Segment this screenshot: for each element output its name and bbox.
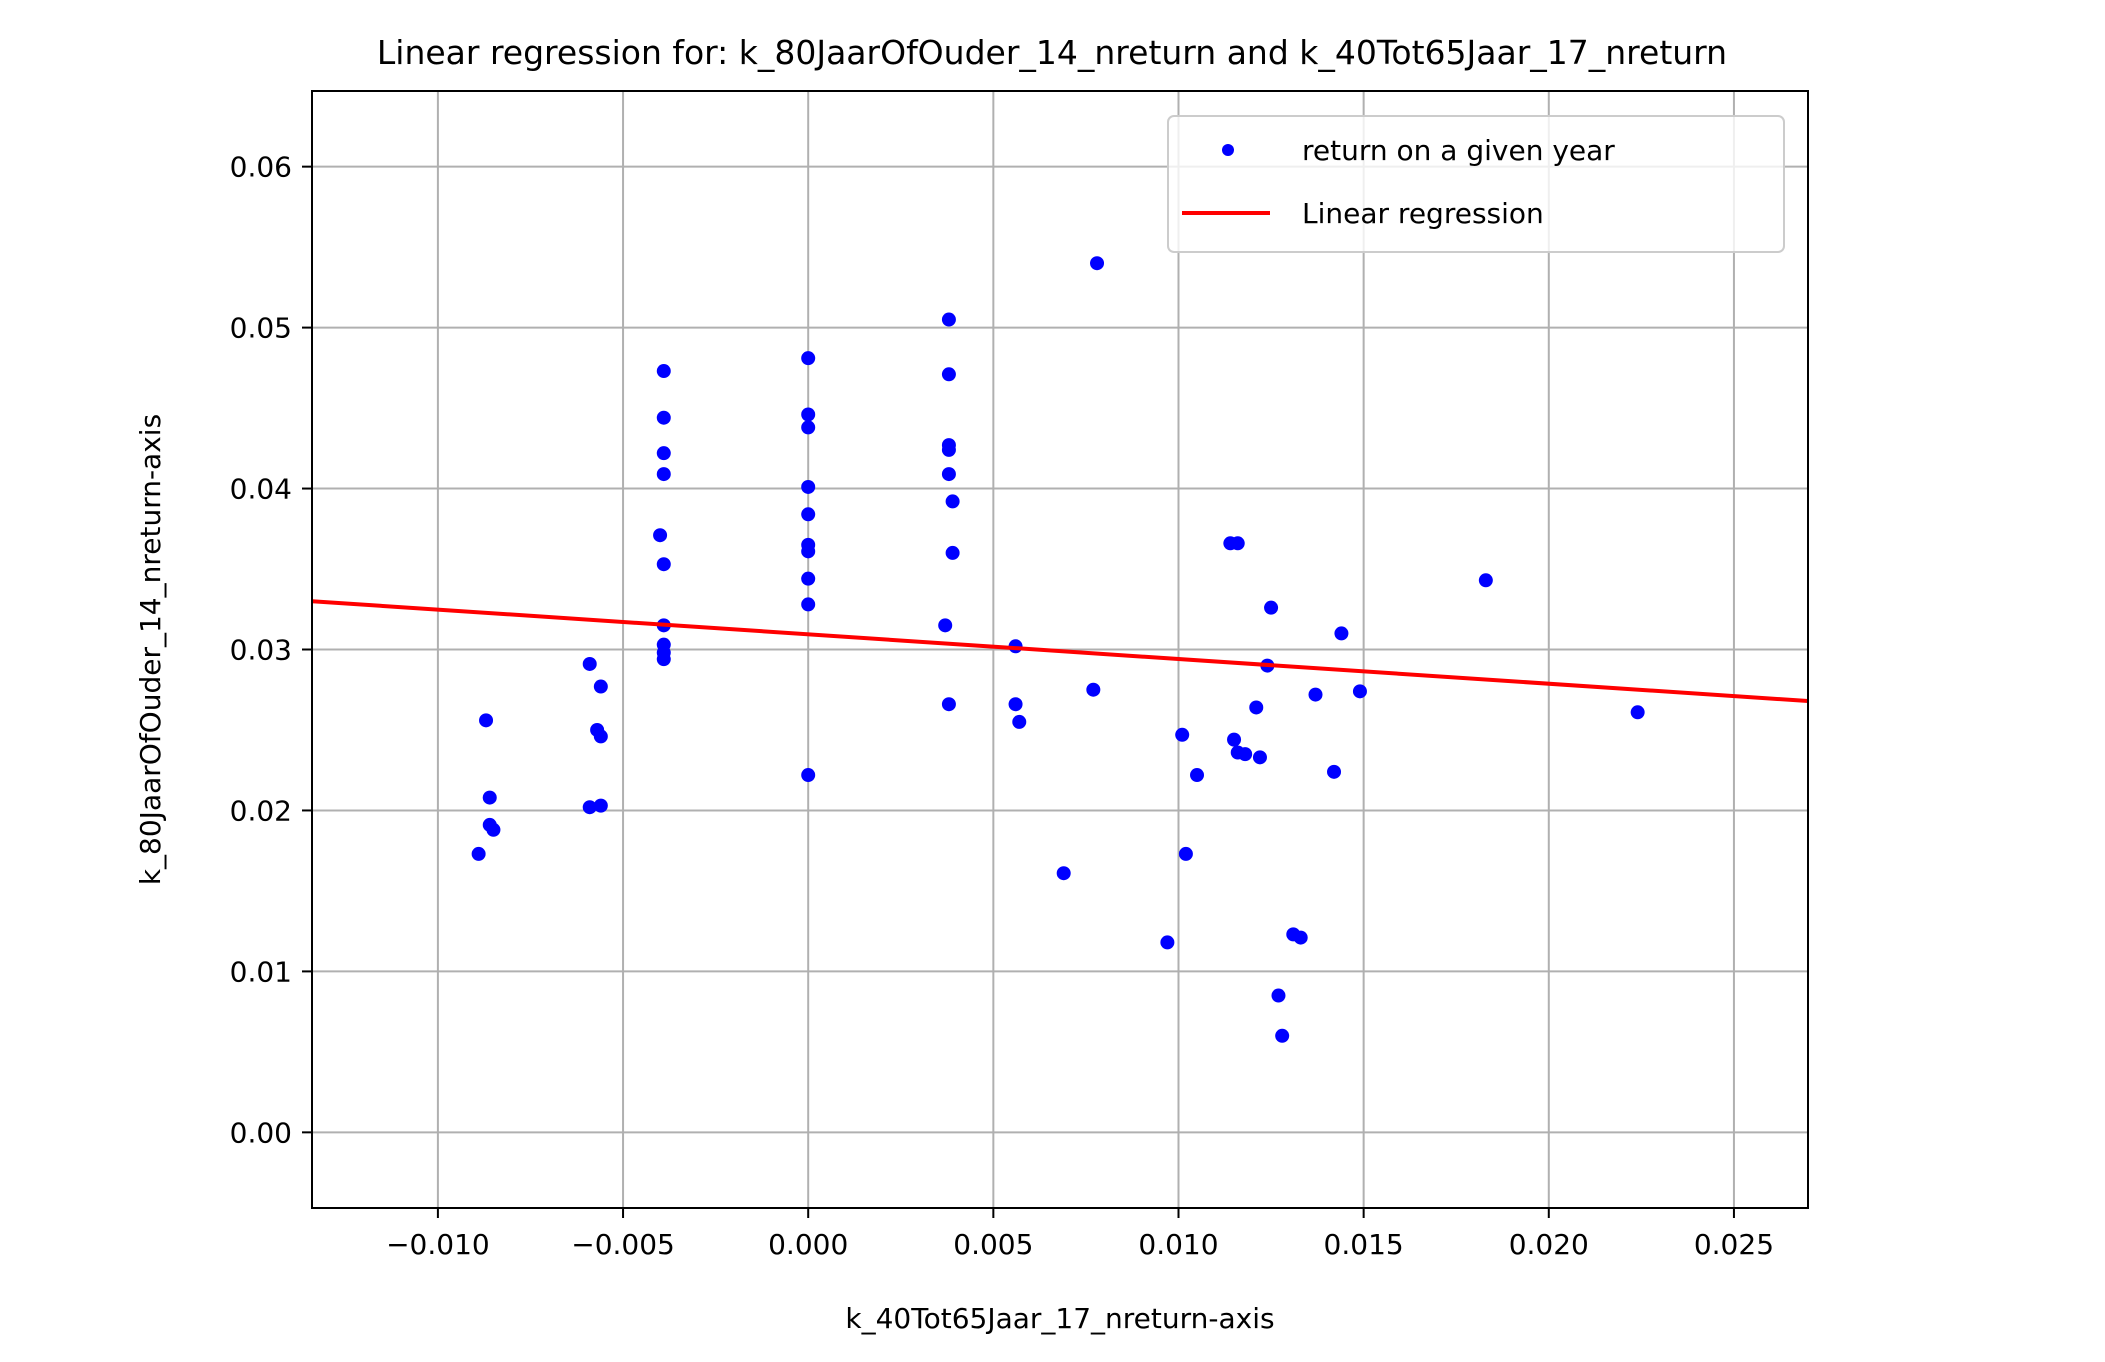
x-tick-label: −0.005 xyxy=(571,1228,675,1261)
x-axis-label: k_40Tot65Jaar_17_nreturn-axis xyxy=(845,1302,1274,1335)
data-point xyxy=(1293,930,1308,945)
data-point xyxy=(1334,626,1349,641)
y-tick-label: 0.01 xyxy=(230,955,292,988)
y-axis-label: k_80JaarOfOuder_14_nreturn-axis xyxy=(134,414,167,885)
plot-series xyxy=(312,256,1808,1043)
y-tick-label: 0.03 xyxy=(230,634,292,667)
y-tick-label: 0.02 xyxy=(230,794,292,827)
data-point xyxy=(941,312,956,327)
data-point xyxy=(938,618,953,633)
data-point xyxy=(945,494,960,509)
data-point xyxy=(479,713,494,728)
data-point xyxy=(656,652,671,667)
data-point xyxy=(1230,536,1245,551)
data-point xyxy=(941,697,956,712)
x-tick-label: 0.020 xyxy=(1509,1228,1589,1261)
data-point xyxy=(486,822,501,837)
data-point xyxy=(941,442,956,457)
data-point xyxy=(1249,700,1264,715)
data-point xyxy=(656,446,671,461)
chart-title: Linear regression for: k_80JaarOfOuder_1… xyxy=(377,33,1727,72)
data-point xyxy=(1264,600,1279,615)
legend-label-line: Linear regression xyxy=(1302,197,1544,230)
legend-box xyxy=(1167,115,1785,253)
data-point xyxy=(801,479,816,494)
data-point xyxy=(656,410,671,425)
data-point xyxy=(801,507,816,522)
x-tick-label: 0.025 xyxy=(1694,1228,1774,1261)
data-point xyxy=(656,364,671,379)
data-point xyxy=(656,467,671,482)
legend: return on a given year Linear regression xyxy=(1167,115,1785,253)
data-point xyxy=(1160,935,1175,950)
data-point xyxy=(1271,988,1286,1003)
data-point xyxy=(801,420,816,435)
x-tick-label: 0.000 xyxy=(768,1228,848,1261)
y-tick-label: 0.06 xyxy=(230,151,292,184)
y-tick-label: 0.00 xyxy=(230,1116,292,1149)
data-point xyxy=(1238,747,1253,762)
data-point xyxy=(582,656,597,671)
data-point xyxy=(801,571,816,586)
data-point xyxy=(656,557,671,572)
x-tick-label: −0.010 xyxy=(386,1228,490,1261)
data-point xyxy=(945,545,960,560)
y-tick-label: 0.05 xyxy=(230,312,292,345)
legend-label-scatter: return on a given year xyxy=(1302,134,1615,167)
regression-line xyxy=(312,599,1808,703)
data-point xyxy=(593,798,608,813)
data-point xyxy=(801,597,816,612)
data-point xyxy=(801,544,816,559)
data-point xyxy=(482,790,497,805)
data-point xyxy=(1227,732,1242,747)
legend-marker-scatter xyxy=(1222,144,1234,156)
data-point xyxy=(941,467,956,482)
data-point xyxy=(582,800,597,815)
data-point xyxy=(941,367,956,382)
data-point xyxy=(1478,573,1493,588)
data-point xyxy=(1352,684,1367,699)
data-point xyxy=(1327,764,1342,779)
data-point xyxy=(1190,768,1205,783)
axis-ticks: −0.010 −0.005 0.000 0.005 0.010 0.015 0.020 0.0… xyxy=(230,151,1774,1261)
data-point xyxy=(471,846,486,861)
data-point xyxy=(593,679,608,694)
data-point xyxy=(1008,697,1023,712)
data-point xyxy=(1252,750,1267,765)
grid xyxy=(312,91,1808,1208)
data-point xyxy=(801,768,816,783)
x-tick-label: 0.015 xyxy=(1324,1228,1404,1261)
data-point xyxy=(1175,727,1190,742)
data-point xyxy=(1056,866,1071,881)
data-point xyxy=(1630,705,1645,720)
data-point xyxy=(1090,256,1105,271)
x-tick-label: 0.005 xyxy=(953,1228,1033,1261)
data-point xyxy=(653,528,668,543)
data-point xyxy=(593,729,608,744)
data-point xyxy=(1275,1028,1290,1043)
data-point xyxy=(1178,846,1193,861)
data-point xyxy=(1308,687,1323,702)
x-tick-label: 0.010 xyxy=(1138,1228,1218,1261)
data-point xyxy=(1086,682,1101,697)
data-point xyxy=(801,407,816,422)
y-tick-label: 0.04 xyxy=(230,473,292,506)
data-point xyxy=(801,351,816,366)
data-point xyxy=(1012,714,1027,729)
